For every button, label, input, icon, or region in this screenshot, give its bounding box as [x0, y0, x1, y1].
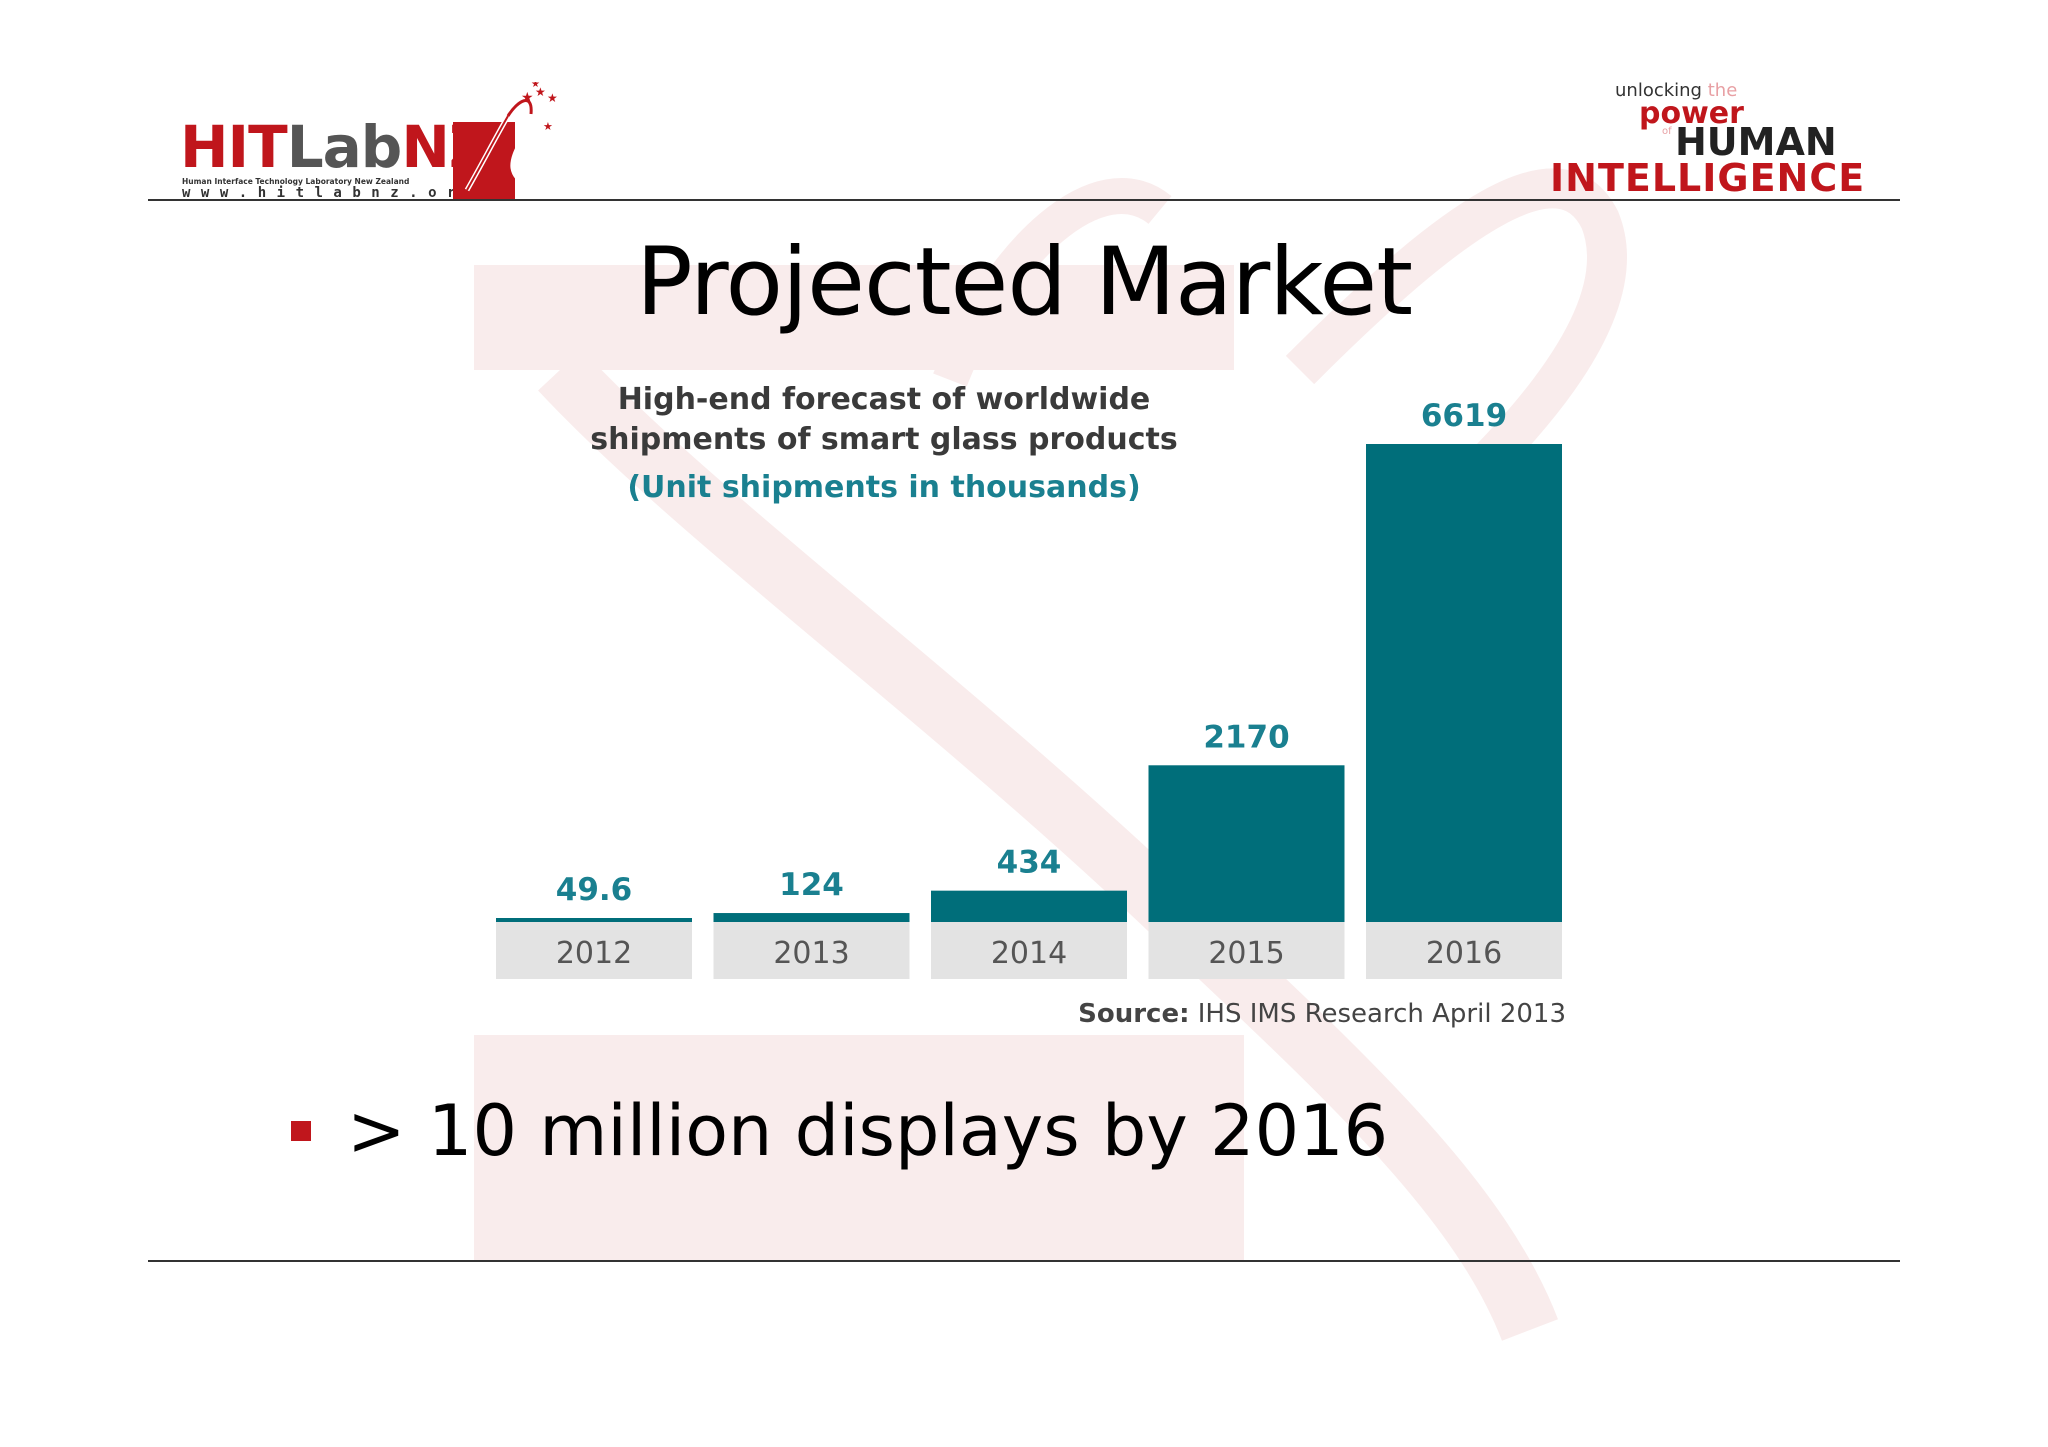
bar-2012 [496, 918, 692, 922]
logo-line-3: HUMAN [1675, 120, 1837, 164]
tick-label-2012: 2012 [556, 936, 632, 971]
logo-tagline: Human Interface Technology Laboratory Ne… [182, 177, 410, 186]
tick-label-2013: 2013 [773, 936, 849, 971]
svg-text:★: ★ [547, 91, 558, 105]
svg-text:★: ★ [521, 90, 534, 106]
logo-line-4: INTELLIGENCE [1550, 156, 1866, 200]
value-label-2012: 49.6 [556, 872, 633, 908]
source-text: IHS IMS Research April 2013 [1198, 999, 1566, 1029]
category-band-2014 [931, 922, 1127, 979]
logo-line-1: unlocking the [1615, 80, 1738, 101]
bar-2014 [931, 890, 1127, 922]
bar-2016 [1366, 444, 1562, 922]
hitlabnz-logo: HITLabNZ Human Interface Technology Labo… [178, 82, 598, 201]
value-label-2013: 124 [779, 867, 844, 903]
tick-label-2016: 2016 [1426, 936, 1502, 971]
bullet-marker [291, 1121, 311, 1141]
value-label-2015: 2170 [1203, 719, 1289, 755]
category-band-2015 [1148, 922, 1345, 979]
svg-text:★: ★ [543, 120, 553, 133]
value-label-2016: 6619 [1421, 398, 1507, 434]
svg-text:★: ★ [535, 85, 546, 99]
bullet-text: > 10 million displays by 2016 [347, 1090, 1389, 1172]
logo-figure-icon: ★ ★ ★ ★ ★ [453, 82, 558, 200]
slide-title: Projected Market [635, 228, 1413, 337]
category-band-2016 [1366, 922, 1562, 979]
svg-text:★: ★ [531, 82, 540, 90]
bar-2015 [1148, 765, 1345, 922]
header-divider [148, 199, 1900, 201]
bar-2013 [713, 913, 910, 922]
logo-line-2-small: of [1662, 126, 1672, 137]
chart-source: Source: IHS IMS Research April 2013 [1078, 999, 1566, 1029]
chart-title-line-2: shipments of smart glass products [590, 422, 1177, 457]
source-label: Source: [1078, 999, 1189, 1029]
chart-title-line-1: High-end forecast of worldwide [618, 382, 1151, 417]
tick-label-2014: 2014 [991, 936, 1067, 971]
footer-divider [148, 1260, 1900, 1262]
category-band-2013 [713, 922, 910, 979]
unlocking-human-intelligence-logo: unlocking the power of HUMAN INTELLIGENC… [1550, 78, 1890, 200]
category-band-2012 [496, 922, 692, 979]
logo-line-2: power [1639, 96, 1744, 131]
logo-url: www.hitlabnz.org [182, 185, 485, 201]
value-label-2014: 434 [997, 845, 1062, 881]
tick-label-2015: 2015 [1208, 936, 1284, 971]
chart-subtitle: (Unit shipments in thousands) [627, 470, 1140, 505]
